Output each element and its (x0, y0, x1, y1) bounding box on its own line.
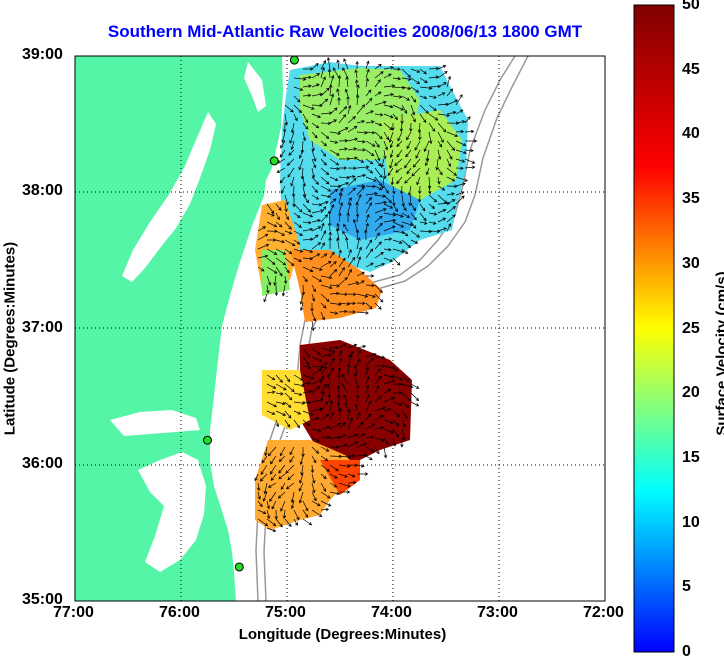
y-tick-label: 39:00 (22, 46, 63, 64)
colorbar-tick-label: 25 (682, 320, 700, 338)
y-axis-label: Latitude (Degrees:Minutes) (2, 209, 19, 469)
x-tick-label: 75:00 (265, 604, 306, 622)
colorbar-tick-label: 35 (682, 190, 700, 208)
y-tick-label: 36:00 (22, 455, 63, 473)
colorbar-tick-label: 5 (682, 578, 691, 596)
colorbar-tick-label: 30 (682, 255, 700, 273)
colorbar-tick-label: 40 (682, 125, 700, 143)
colorbar-tick-label: 20 (682, 384, 700, 402)
colorbar-tick-label: 15 (682, 449, 700, 467)
colorbar-tick-label: 0 (682, 643, 691, 661)
colorbar-label: Surface Velocity (cm/s) (714, 224, 724, 484)
y-tick-label: 35:00 (22, 591, 63, 609)
colorbar-gradient (634, 5, 674, 652)
x-axis-label: Longitude (Degrees:Minutes) (160, 626, 525, 643)
x-tick-label: 72:00 (583, 604, 624, 622)
y-tick-label: 38:00 (22, 182, 63, 200)
x-tick-label: 76:00 (159, 604, 200, 622)
colorbar-tick-label: 10 (682, 514, 700, 532)
x-tick-label: 73:00 (477, 604, 518, 622)
y-tick-label: 37:00 (22, 319, 63, 337)
colorbar-tick-label: 50 (682, 0, 700, 14)
x-tick-label: 74:00 (371, 604, 412, 622)
colorbar-tick-label: 45 (682, 61, 700, 79)
